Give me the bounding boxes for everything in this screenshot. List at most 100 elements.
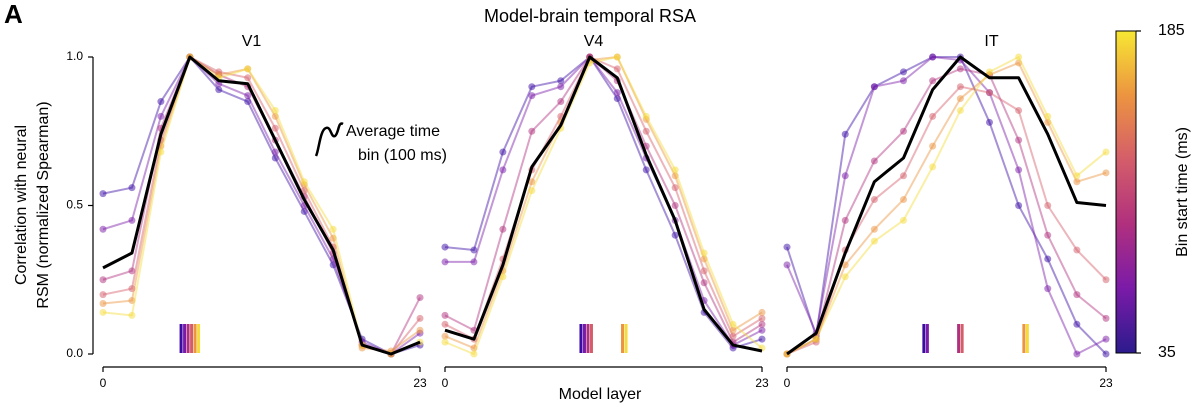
data-point (1102, 148, 1110, 156)
data-point (157, 98, 165, 106)
peak-marker (1025, 324, 1029, 353)
data-point (128, 184, 136, 192)
data-point (870, 225, 878, 233)
panel-title: V4 (584, 33, 604, 50)
data-point (671, 231, 679, 239)
data-point (271, 154, 279, 162)
data-point (128, 285, 136, 293)
data-point (671, 166, 679, 174)
data-point (99, 308, 107, 316)
data-point (1044, 285, 1052, 293)
data-point (441, 338, 449, 346)
series-line (102, 56, 421, 353)
data-point (271, 124, 279, 132)
data-point (528, 187, 536, 195)
data-point (1044, 112, 1052, 120)
peak-marker (925, 324, 929, 353)
peak-marker (624, 324, 628, 353)
data-point (528, 178, 536, 186)
data-point (128, 267, 136, 275)
data-point (956, 95, 964, 103)
data-point (1102, 276, 1110, 284)
data-point (1102, 350, 1110, 358)
data-point (1073, 178, 1081, 186)
data-point (1073, 172, 1081, 180)
average-line (786, 55, 1107, 356)
y-axis-label: RSM (normalized Spearman) (35, 101, 52, 308)
data-point (499, 148, 507, 156)
data-point (1073, 350, 1081, 358)
data-point (929, 142, 937, 150)
data-point (416, 314, 424, 322)
data-point (99, 190, 107, 198)
panel-label: A (4, 0, 23, 29)
colorbar (1115, 30, 1137, 354)
peak-marker (957, 324, 961, 353)
series-line (444, 56, 763, 350)
data-point (1044, 118, 1052, 126)
data-point (441, 258, 449, 266)
peak-marker (183, 324, 187, 353)
data-point (244, 98, 252, 106)
colorbar-label: Bin start time (ms) (1174, 127, 1191, 257)
data-point (271, 106, 279, 114)
data-point (900, 172, 908, 180)
data-point (470, 258, 478, 266)
peak-marker (586, 324, 590, 353)
data-point (157, 148, 165, 156)
peak-marker (179, 324, 183, 353)
series-line (445, 56, 763, 347)
data-point (929, 77, 937, 85)
data-point (499, 273, 507, 281)
data-point (700, 279, 708, 287)
series-line (786, 56, 1107, 355)
data-point (900, 216, 908, 224)
data-point (1015, 136, 1023, 144)
data-point (900, 68, 908, 76)
data-point (783, 261, 791, 269)
data-point (128, 297, 136, 305)
data-point (99, 291, 107, 299)
peak-marker (197, 324, 201, 353)
data-point (758, 335, 766, 343)
data-point (528, 92, 536, 100)
data-point (244, 74, 252, 82)
data-point (783, 243, 791, 251)
peak-marker (186, 324, 190, 353)
data-point (841, 216, 849, 224)
data-point (528, 83, 536, 91)
x-axis-label: Model layer (559, 386, 642, 403)
data-point (758, 314, 766, 322)
colorbar-tick-label: 185 (1158, 22, 1185, 39)
data-point (557, 77, 565, 85)
series-line (102, 56, 421, 355)
data-point (1044, 202, 1052, 209)
series-line (102, 56, 421, 355)
data-point (841, 130, 849, 138)
data-point (557, 83, 565, 91)
data-point (1015, 202, 1023, 209)
data-point (729, 326, 737, 334)
x-tick-label: 0 (442, 376, 449, 390)
annotation: bin (100 ms) (358, 147, 447, 164)
data-point (329, 234, 337, 242)
data-point (1102, 169, 1110, 177)
data-point (470, 344, 478, 352)
x-tick-label: 23 (755, 376, 769, 390)
data-point (700, 267, 708, 275)
data-point (244, 65, 252, 73)
panel-title: IT (984, 33, 998, 50)
annotation-glyph (314, 122, 344, 157)
data-point (1015, 166, 1023, 174)
data-point (1102, 314, 1110, 322)
data-point (812, 335, 820, 343)
x-tick-label: 23 (1099, 376, 1113, 390)
data-point (870, 196, 878, 204)
data-point (929, 53, 937, 61)
peak-marker (190, 324, 194, 353)
data-point (870, 237, 878, 245)
data-point (441, 243, 449, 251)
peak-marker (582, 324, 586, 353)
data-point (841, 261, 849, 269)
